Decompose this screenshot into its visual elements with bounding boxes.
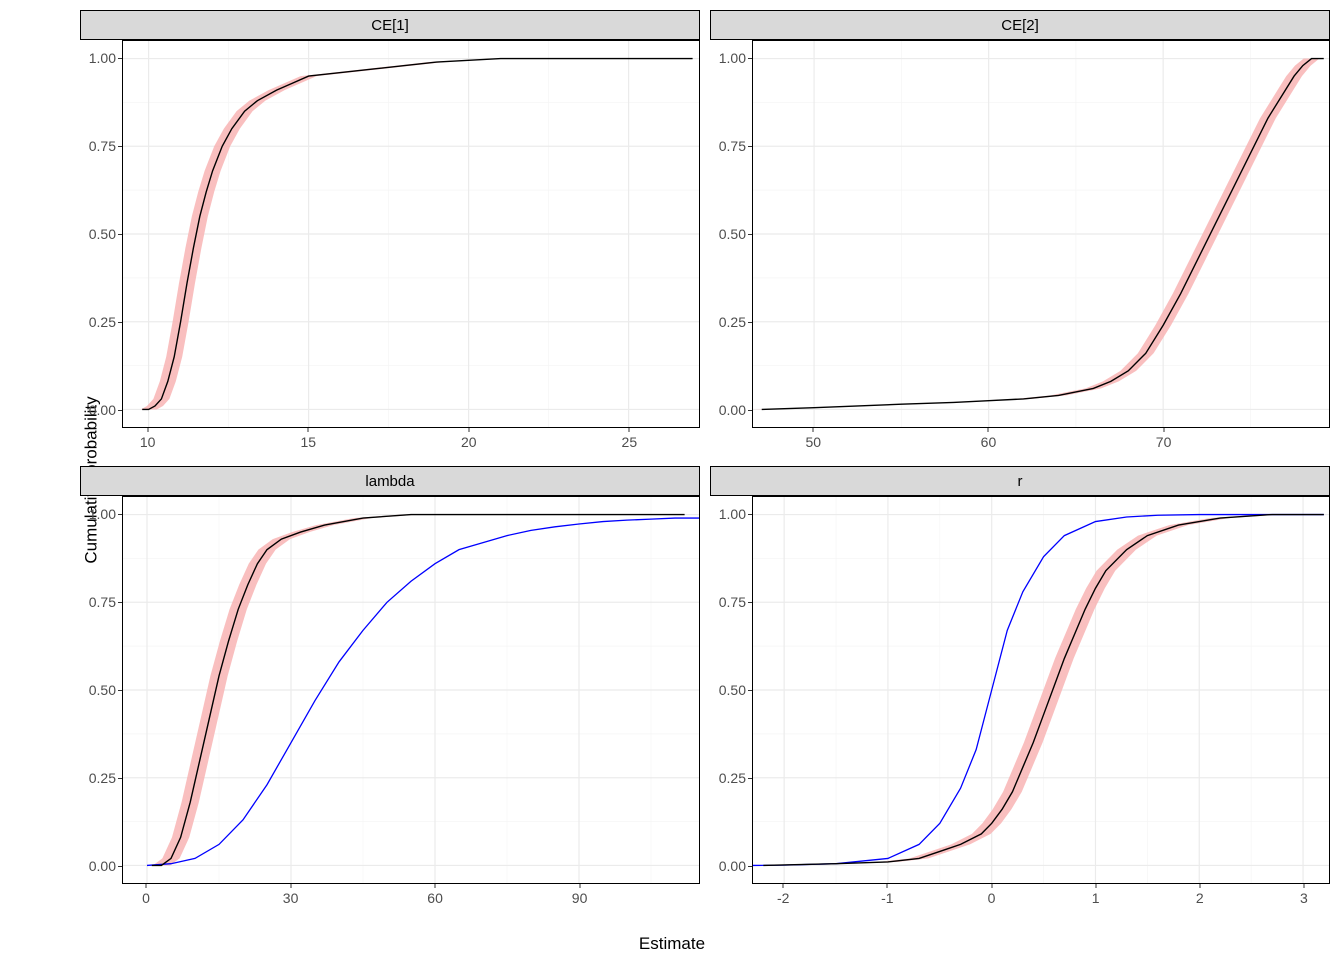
xtick-label: 2	[1196, 890, 1204, 906]
xtick-label: 1	[1092, 890, 1100, 906]
strip-title: r	[710, 466, 1330, 496]
xtick-label: 20	[461, 434, 477, 450]
x-axis-label: Estimate	[639, 934, 705, 954]
x-axis: 10 15 20 25	[122, 428, 700, 456]
ytick-label: 1.00	[89, 506, 116, 522]
ytick-label: 0.25	[89, 770, 116, 786]
xtick-label: 25	[622, 434, 638, 450]
x-axis: 50 60 70	[752, 428, 1330, 456]
ytick-label: 0.50	[89, 682, 116, 698]
xtick-label: 0	[142, 890, 150, 906]
ytick-label: 0.00	[89, 402, 116, 418]
xtick-label: 30	[283, 890, 299, 906]
panel-ce1: CE[1] 0.00 0.25 0.50 0.75 1.00 10 15 20 25	[80, 10, 700, 456]
x-axis: -2 -1 0 1 2 3	[752, 884, 1330, 912]
ytick-label: 0.25	[719, 314, 746, 330]
panel-grid: CE[1]0.000.250.500.751.0010152025CE[2]0.…	[80, 10, 1330, 912]
plot-area	[752, 40, 1330, 428]
xtick-label: 3	[1300, 890, 1308, 906]
plot-area	[752, 496, 1330, 884]
ytick-label: 1.00	[89, 50, 116, 66]
ytick-label: 0.25	[89, 314, 116, 330]
ytick-label: 0.75	[89, 138, 116, 154]
xtick-label: -2	[777, 890, 789, 906]
xtick-label: -1	[881, 890, 893, 906]
y-axis: 0.00 0.25 0.50 0.75 1.00	[80, 496, 122, 884]
ytick-label: 0.00	[89, 858, 116, 874]
ytick-label: 0.50	[89, 226, 116, 242]
xtick-label: 0	[988, 890, 996, 906]
figure: Cumulative probability Estimate CE[1]0.0…	[0, 0, 1344, 960]
y-axis: 0.00 0.25 0.50 0.75 1.00	[710, 496, 752, 884]
panel-lambda: lambda 0.00 0.25 0.50 0.75 1.00 0 30 60 90	[80, 466, 700, 912]
ytick-label: 0.00	[719, 858, 746, 874]
ytick-label: 0.00	[719, 402, 746, 418]
ytick-label: 1.00	[719, 506, 746, 522]
ytick-label: 0.75	[719, 138, 746, 154]
xtick-label: 70	[1156, 434, 1172, 450]
xtick-label: 50	[806, 434, 822, 450]
panel-r: r 0.00 0.25 0.50 0.75 1.00 -2 -1 0 1 2 3	[710, 466, 1330, 912]
ytick-label: 0.75	[719, 594, 746, 610]
xtick-label: 15	[300, 434, 316, 450]
strip-title: CE[2]	[710, 10, 1330, 40]
x-axis: 0 30 60 90	[122, 884, 700, 912]
plot-area	[122, 40, 700, 428]
ytick-label: 1.00	[719, 50, 746, 66]
xtick-label: 10	[140, 434, 156, 450]
xtick-label: 90	[572, 890, 588, 906]
prior-cdf-line	[147, 518, 699, 865]
xtick-label: 60	[981, 434, 997, 450]
y-axis: 0.00 0.25 0.50 0.75 1.00	[80, 40, 122, 428]
ytick-label: 0.25	[719, 770, 746, 786]
xtick-label: 60	[427, 890, 443, 906]
y-axis: 0.00 0.25 0.50 0.75 1.00	[710, 40, 752, 428]
panel-ce2: CE[2] 0.00 0.25 0.50 0.75 1.00 50 60 70	[710, 10, 1330, 456]
strip-title: CE[1]	[80, 10, 700, 40]
ytick-label: 0.50	[719, 682, 746, 698]
plot-area	[122, 496, 700, 884]
strip-title: lambda	[80, 466, 700, 496]
ytick-label: 0.75	[89, 594, 116, 610]
ytick-label: 0.50	[719, 226, 746, 242]
